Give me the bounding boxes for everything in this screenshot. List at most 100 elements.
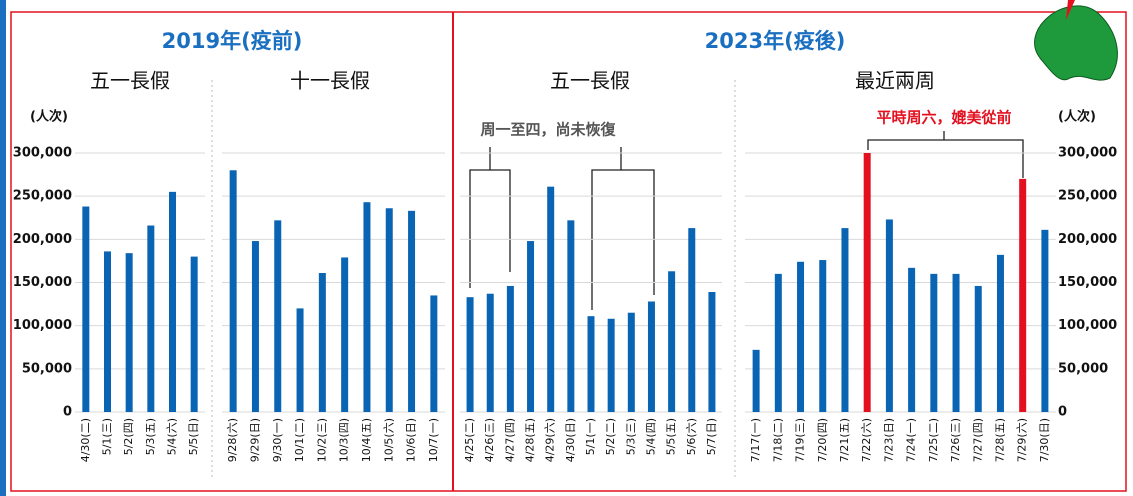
bar [974,285,982,412]
bar [147,225,155,412]
group-title: 2023年(疫後) [705,29,846,53]
bar [752,349,760,412]
y2-tick-label: 300,000 [1058,146,1117,161]
y-tick-label: 300,000 [13,146,72,161]
bar [1019,178,1027,412]
x-tick-label: 10/1(二) [293,418,306,462]
bar [841,228,849,412]
x-tick-label: 5/6(六) [685,418,698,455]
x-tick-label: 4/30(日) [564,418,577,462]
x-tick-label: 4/30(二) [79,418,92,462]
frame [10,11,1127,492]
x-tick-label: 10/7(一) [427,418,440,462]
bar [190,256,198,412]
x-tick-label: 4/28(五) [524,418,537,462]
panel-title: 最近兩周 [855,69,935,93]
x-tick-label: 7/27(四) [971,418,984,462]
bar [506,285,514,412]
bar [647,301,655,412]
bar [863,153,871,412]
y-tick-label: 100,000 [13,318,72,333]
y-tick-label: 150,000 [13,275,72,290]
bar [274,220,282,412]
y-tick-label: 0 [63,405,72,420]
x-tick-label: 7/24(一) [905,418,918,462]
y-axis-unit: (人次) [1058,109,1096,125]
map-pin [1066,0,1075,20]
bar [363,202,371,412]
x-tick-label: 5/3(三) [624,418,637,455]
bar [430,295,438,412]
bar [82,206,90,412]
y-tick-label: 50,000 [22,361,72,376]
y2-tick-label: 150,000 [1058,275,1117,290]
bar [908,267,916,412]
x-tick-label: 7/17(一) [749,418,762,462]
bar [774,273,782,412]
bracket [867,131,1024,178]
bar [229,170,237,412]
x-tick-label: 4/25(二) [463,418,476,462]
x-tick-label: 7/28(五) [993,418,1006,462]
x-tick-label: 9/30(一) [271,418,284,462]
y2-tick-label: 50,000 [1058,361,1108,376]
y-tick-label: 200,000 [13,232,72,247]
x-tick-label: 5/7(日) [705,418,718,455]
bar [486,293,494,412]
x-tick-label: 9/29(日) [248,418,261,462]
x-tick-label: 5/1(三) [101,418,114,455]
x-tick-label: 10/5(六) [382,418,395,462]
bar [341,257,349,412]
bar [318,273,326,412]
bar [567,220,575,412]
panel-title: 五一長假 [550,69,630,93]
y-tick-label: 250,000 [13,189,72,204]
bar [587,316,595,412]
bar [125,253,133,412]
x-tick-label: 7/30(日) [1038,418,1051,462]
x-tick-label: 7/19(三) [794,418,807,462]
x-tick-label: 5/4(四) [644,418,657,455]
bar [885,219,893,412]
bar [169,191,176,412]
bar [408,210,416,412]
y2-tick-label: 100,000 [1058,318,1117,333]
x-tick-label: 10/2(三) [315,418,328,462]
x-tick-label: 5/1(一) [584,418,597,455]
y2-tick-label: 0 [1058,405,1067,420]
x-tick-label: 5/4(六) [166,418,179,455]
bar [251,241,259,412]
bar [797,261,805,412]
x-tick-label: 7/26(三) [949,418,962,462]
bar [547,186,555,412]
bar [930,273,938,412]
x-tick-label: 7/21(五) [838,418,851,462]
map-icon [1034,5,1118,81]
x-tick-label: 9/28(六) [226,418,239,462]
group-title: 2019年(疫前) [162,29,303,53]
bar [708,291,716,412]
bar [1041,229,1049,412]
x-tick-label: 10/6(日) [405,418,418,462]
bar [296,308,304,412]
x-tick-label: 4/29(六) [544,418,557,462]
bar [688,228,696,412]
bracket [469,147,655,310]
y2-tick-label: 200,000 [1058,232,1117,247]
y-axis-unit: (人次) [30,109,68,125]
x-tick-label: 7/23(日) [882,418,895,462]
x-tick-label: 7/22(六) [860,418,873,462]
x-tick-label: 4/26(三) [483,418,496,462]
x-tick-label: 10/4(五) [360,418,373,462]
annotation: 平時周六，媲美從前 [876,109,1011,127]
bar [607,318,615,412]
x-tick-label: 5/2(二) [604,418,617,455]
x-tick-label: 5/5(日) [187,418,200,455]
annotation: 周一至四，尚未恢復 [480,121,616,139]
bar [385,208,393,412]
y2-tick-label: 250,000 [1058,189,1117,204]
bar [952,273,960,412]
bar [996,254,1004,412]
x-tick-label: 4/27(四) [503,418,516,462]
